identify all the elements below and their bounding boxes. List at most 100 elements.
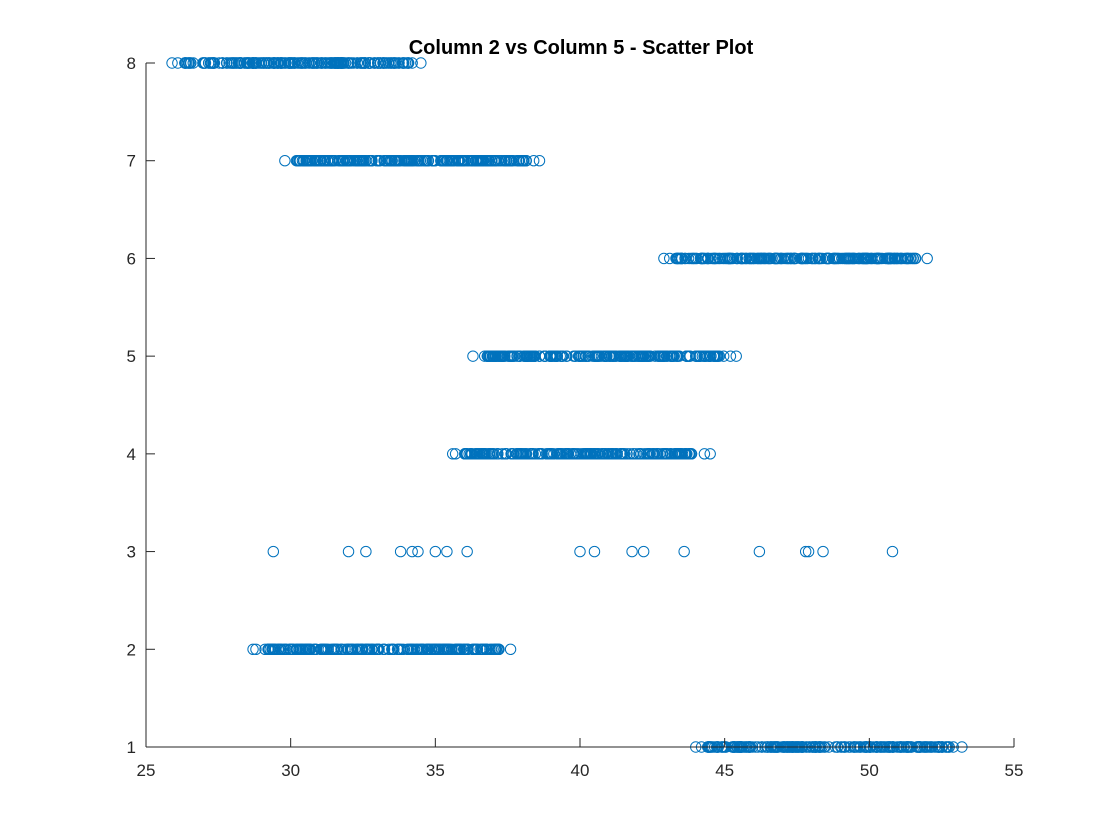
scatter-point <box>743 252 756 265</box>
scatter-point <box>640 350 653 362</box>
scatter-point <box>560 350 572 362</box>
scatter-point <box>271 57 284 69</box>
scatter-point <box>332 57 344 69</box>
scatter-point <box>427 643 439 655</box>
scatter-point <box>298 155 310 167</box>
scatter-point <box>480 643 492 655</box>
scatter-point <box>709 252 721 265</box>
scatter-point <box>460 448 472 460</box>
scatter-point <box>618 448 631 460</box>
scatter-point <box>395 643 407 655</box>
scatter-point <box>896 252 908 265</box>
scatter-point <box>583 448 595 460</box>
scatter-point <box>244 57 256 69</box>
scatter-point <box>485 155 497 167</box>
scatter-point <box>618 350 631 362</box>
scatter-point <box>263 57 275 69</box>
scatter-point <box>316 57 329 69</box>
scatter-point <box>880 252 892 265</box>
scatter-point <box>889 252 901 265</box>
scatter-point <box>498 350 510 362</box>
scatter-point <box>284 643 296 655</box>
scatter-point <box>488 448 500 460</box>
scatter-point <box>504 643 517 655</box>
scatter-point <box>247 57 259 69</box>
scatter-point <box>765 252 777 265</box>
y-tick-label: 8 <box>127 54 136 73</box>
scatter-point <box>290 643 302 655</box>
scatter-point <box>351 57 363 69</box>
scatter-point <box>267 643 280 655</box>
scatter-point <box>378 155 390 167</box>
scatter-point <box>441 643 453 655</box>
scatter-point <box>800 252 813 265</box>
scatter-point <box>393 155 405 167</box>
scatter-point <box>354 155 366 167</box>
scatter-point <box>446 448 459 460</box>
y-tick-label: 2 <box>127 640 136 659</box>
scatter-point <box>550 350 563 362</box>
scatter-point <box>753 545 766 558</box>
scatter-point <box>599 448 611 460</box>
scatter-point <box>768 252 781 265</box>
scatter-point <box>731 252 743 265</box>
x-tick-label: 35 <box>426 761 445 780</box>
scatter-point <box>650 448 663 460</box>
scatter-point <box>685 448 698 460</box>
scatter-point <box>593 350 606 362</box>
scatter-point <box>469 448 481 460</box>
scatter-point <box>641 448 654 460</box>
y-tick-label: 3 <box>127 543 136 562</box>
scatter-point <box>828 252 840 265</box>
scatter-point <box>371 57 384 69</box>
scatter-point <box>342 155 354 167</box>
scatter-point <box>646 448 658 460</box>
y-tick-label: 5 <box>127 347 136 366</box>
scatter-point <box>505 350 517 362</box>
scatter-point <box>319 57 331 69</box>
scatter-point <box>445 155 457 167</box>
scatter-point <box>483 448 495 460</box>
scatter-point <box>556 350 568 362</box>
scatter-point <box>275 57 288 69</box>
scatter-point <box>673 350 686 362</box>
scatter-point <box>902 252 915 265</box>
scatter-point <box>187 57 199 69</box>
scatter-point <box>292 155 304 167</box>
scatter-point <box>574 545 586 558</box>
scatter-point <box>840 252 853 265</box>
scatter-point <box>262 643 275 655</box>
scatter-point <box>296 57 308 69</box>
scatter-point <box>216 57 229 69</box>
scatter-point <box>637 350 650 362</box>
scatter-point <box>179 57 192 69</box>
scatter-point <box>512 155 525 167</box>
scatter-point <box>588 545 601 558</box>
scatter-point <box>267 57 280 69</box>
scatter-point <box>358 57 370 69</box>
scatter-point <box>328 57 341 69</box>
scatter-point <box>415 57 427 69</box>
scatter-point <box>346 57 358 69</box>
scatter-point <box>166 57 178 69</box>
scatter-point <box>449 643 461 655</box>
scatter-point <box>533 155 546 167</box>
scatter-point <box>492 448 504 460</box>
scatter-point <box>429 155 441 167</box>
scatter-point <box>391 643 404 655</box>
scatter-point <box>275 643 287 655</box>
scatter-point <box>238 57 251 69</box>
scatter-point <box>573 350 585 362</box>
scatter-point <box>676 252 688 265</box>
scatter-point <box>354 57 367 69</box>
scatter-point <box>680 448 692 460</box>
scatter-point <box>461 545 473 558</box>
scatter-point <box>255 57 268 69</box>
scatter-point <box>436 155 448 167</box>
chart-title: Column 2 vs Column 5 - Scatter Plot <box>409 37 754 59</box>
scatter-point <box>526 448 538 460</box>
scatter-point <box>579 448 591 460</box>
scatter-point <box>886 545 899 558</box>
scatter-point <box>799 545 812 558</box>
scatter-point <box>441 545 453 558</box>
